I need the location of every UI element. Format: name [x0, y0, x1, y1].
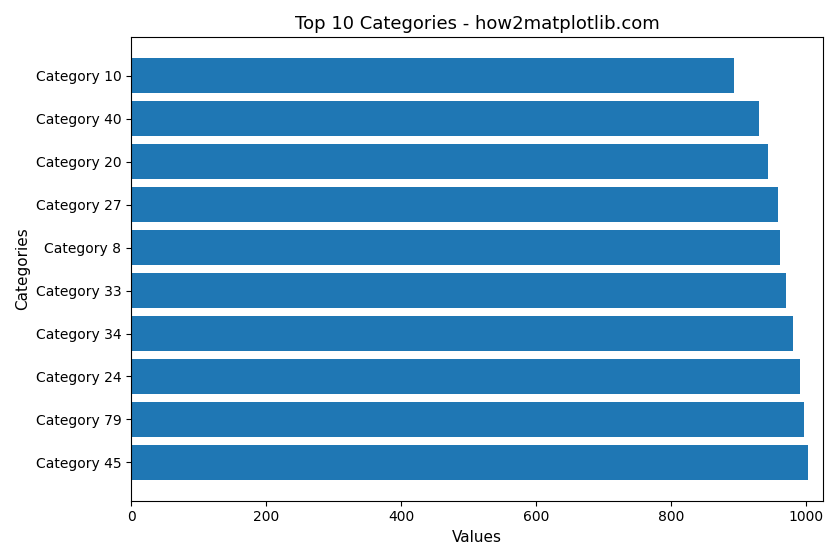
X-axis label: Values: Values — [452, 530, 502, 545]
Bar — [131, 58, 734, 93]
Title: Top 10 Categories - how2matplotlib.com: Top 10 Categories - how2matplotlib.com — [295, 15, 659, 33]
Bar — [131, 101, 759, 136]
Y-axis label: Categories: Categories — [15, 228, 30, 310]
Bar — [131, 144, 768, 179]
Bar — [131, 402, 805, 437]
Bar — [131, 188, 778, 222]
Bar — [131, 230, 780, 265]
Bar — [131, 316, 793, 351]
Bar — [131, 273, 786, 307]
Bar — [131, 445, 808, 480]
Bar — [131, 360, 800, 394]
